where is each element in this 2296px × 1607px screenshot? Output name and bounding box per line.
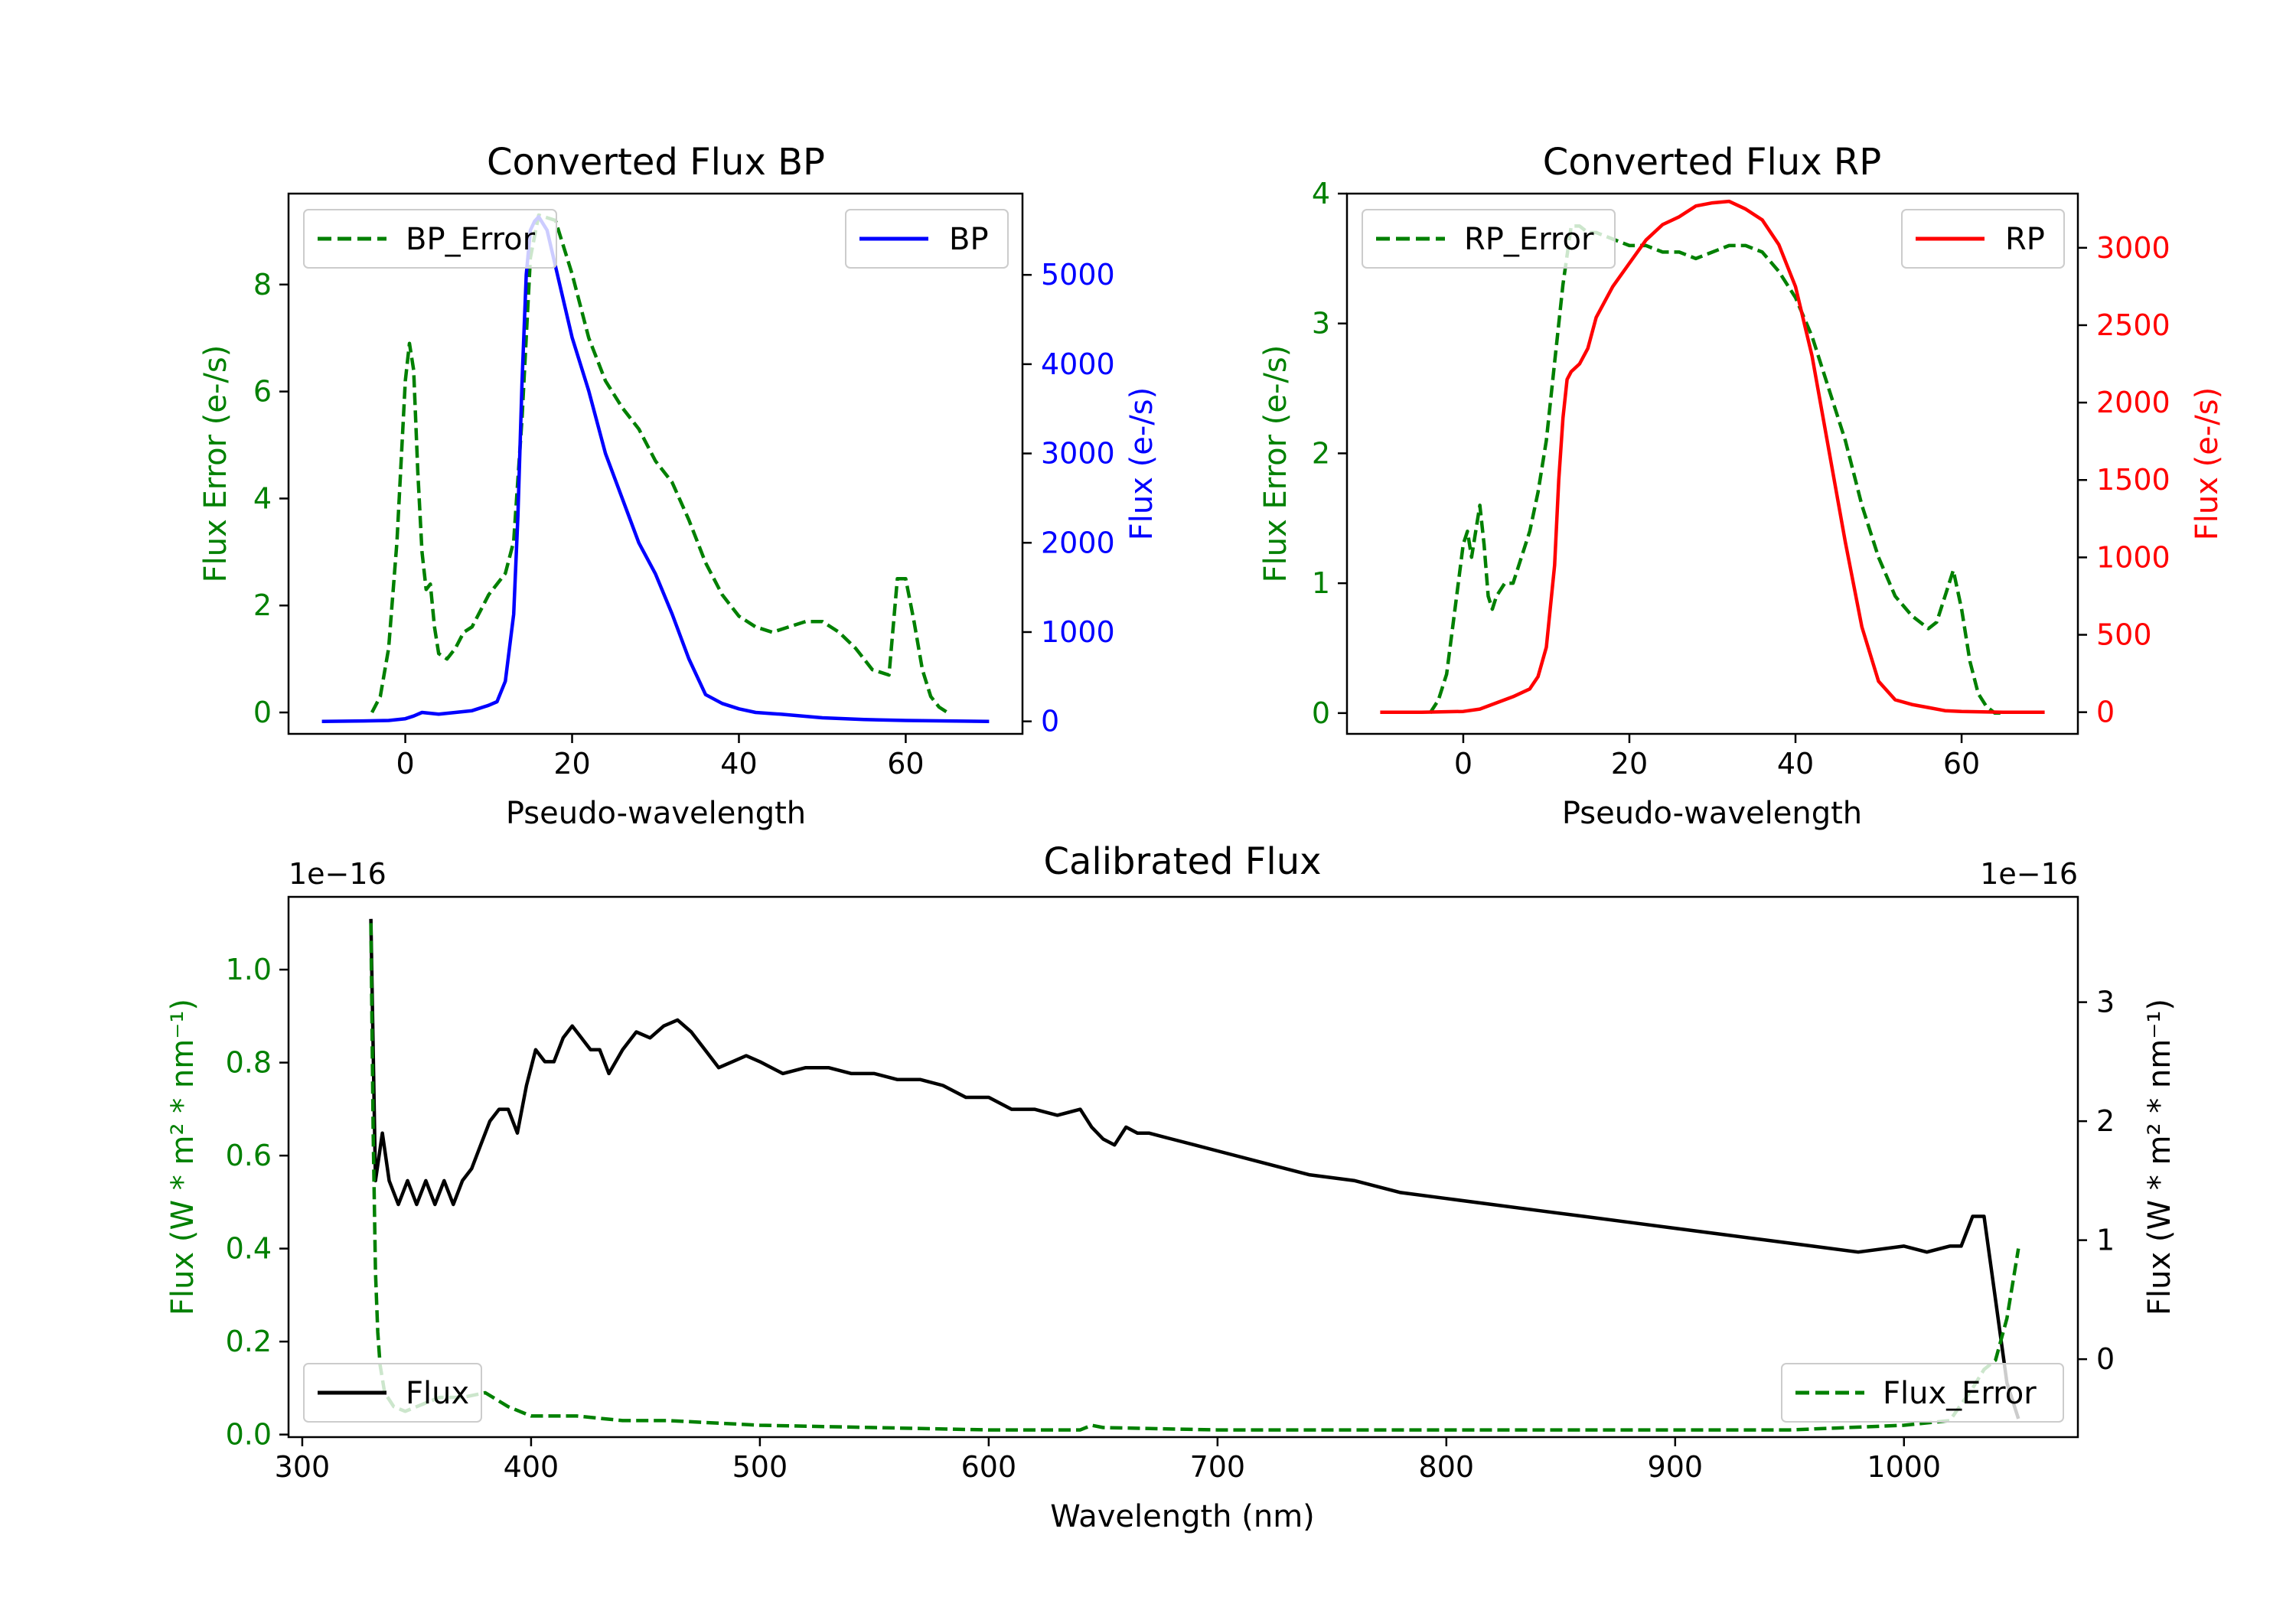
rp-xtick-label: 60 (1943, 747, 1980, 781)
bp-ylabel-right: Flux (e-/s) (1124, 387, 1159, 540)
calibrated-ylabel-right: Flux (W * m² * nm⁻¹) (2142, 999, 2177, 1315)
rp-legend-left-label: RP_Error (1464, 222, 1594, 257)
rp-xtick-label: 20 (1611, 747, 1648, 781)
rp-xlabel: Pseudo-wavelength (1562, 796, 1862, 831)
bp-series-bp-error (370, 213, 949, 714)
calibrated-ytick-left-label: 0.8 (226, 1046, 272, 1080)
rp-ytick-right-label: 0 (2096, 696, 2115, 729)
calibrated-legend-right-label: Flux_Error (1883, 1376, 2037, 1411)
calibrated-xtick-label: 300 (275, 1450, 331, 1484)
bp-ytick-right-label: 3000 (1041, 437, 1115, 471)
rp-panel: Converted Flux RP Pseudo-wavelength Flux… (1258, 141, 2225, 831)
bp-ytick-right-label: 1000 (1041, 615, 1115, 649)
rp-ylabel-right: Flux (e-/s) (2190, 387, 2225, 540)
calibrated-legend-left: Flux (303, 1363, 482, 1423)
calibrated-panel: Calibrated Flux 1e−16 1e−16 Wavelength (… (165, 840, 2177, 1534)
bp-xtick-label: 40 (720, 747, 757, 781)
calibrated-offset-right: 1e−16 (1980, 857, 2078, 891)
rp-ytick-right-label: 2000 (2096, 386, 2170, 419)
bp-legend-right: BP (845, 209, 1009, 269)
bp-series-bp (321, 215, 990, 723)
rp-series-rp (1380, 199, 2045, 714)
calibrated-xtick-label: 500 (732, 1450, 788, 1484)
calibrated-ytick-right-label: 1 (2096, 1224, 2115, 1257)
rp-legend-left-box (1362, 209, 1616, 269)
calibrated-xtick-label: 900 (1648, 1450, 1704, 1484)
rp-plot-area (1380, 199, 2045, 715)
rp-legend-right: RP (1901, 209, 2065, 269)
rp-legend-right-label: RP (2005, 222, 2045, 257)
calibrated-xtick-label: 1000 (1867, 1450, 1941, 1484)
rp-ytick-right-label: 1500 (2096, 463, 2170, 497)
calibrated-ytick-left-label: 1.0 (226, 953, 272, 986)
calibrated-ticks: 300 400 500 600 700 800 900 1000 0.0 0.2 0.4 0.6 0.8… (226, 953, 2115, 1484)
calibrated-title: Calibrated Flux (1043, 840, 1321, 883)
rp-ytick-left-label: 2 (1312, 436, 1330, 470)
bp-legend-right-label: BP (949, 222, 989, 257)
rp-ytick-left-label: 3 (1312, 307, 1330, 341)
bp-ytick-left-label: 2 (253, 588, 272, 622)
bp-ytick-left-label: 4 (253, 481, 272, 515)
bp-ytick-left-label: 8 (253, 268, 272, 302)
calibrated-frame (287, 895, 2079, 1439)
rp-ytick-left-label: 1 (1312, 566, 1330, 600)
bp-ytick-left-label: 6 (253, 375, 272, 409)
rp-title: Converted Flux RP (1543, 141, 1881, 184)
calibrated-legend-right: Flux_Error (1781, 1363, 2064, 1423)
bp-xtick-label: 0 (396, 747, 414, 781)
calibrated-ytick-left-label: 0.2 (226, 1325, 272, 1358)
calibrated-plot-area (369, 918, 2020, 1432)
calibrated-xlabel: Wavelength (nm) (1050, 1499, 1315, 1534)
rp-ytick-left-label: 0 (1312, 696, 1330, 730)
rp-ytick-right-label: 1000 (2096, 540, 2170, 574)
rp-ytick-right-label: 3000 (2096, 231, 2170, 265)
calibrated-series-flux (369, 918, 2020, 1420)
rp-xtick-label: 40 (1777, 747, 1814, 781)
calibrated-legend-left-box (303, 1363, 482, 1423)
rp-series-rp-error (1428, 224, 2004, 715)
calibrated-ytick-left-label: 0.4 (226, 1232, 272, 1266)
calibrated-offset-left: 1e−16 (289, 857, 386, 891)
bp-legend-left-label: BP_Error (406, 222, 536, 257)
bp-ytick-right-label: 2000 (1041, 526, 1115, 559)
rp-ytick-left-label: 4 (1312, 177, 1330, 210)
bp-legend-left-box (303, 209, 557, 269)
bp-xlabel: Pseudo-wavelength (506, 796, 806, 831)
bp-ytick-right-label: 5000 (1041, 258, 1115, 292)
bp-ytick-right-label: 4000 (1041, 347, 1115, 381)
rp-xtick-label: 0 (1454, 747, 1473, 781)
calibrated-ytick-right-label: 0 (2096, 1342, 2115, 1376)
calibrated-xtick-label: 400 (504, 1450, 559, 1484)
calibrated-legend-left-label: Flux (406, 1376, 469, 1411)
bp-ticks: 0 20 40 60 0 2 4 6 8 0 1000 2000 3000 4000 5000 (253, 258, 1115, 781)
bp-plot-area (321, 213, 990, 723)
calibrated-ytick-right-label: 3 (2096, 986, 2115, 1019)
rp-ylabel-left: Flux Error (e-/s) (1258, 345, 1293, 583)
bp-xtick-label: 60 (887, 747, 924, 781)
bp-title: Converted Flux BP (487, 141, 825, 184)
bp-frame (287, 192, 1024, 735)
calibrated-xtick-label: 800 (1419, 1450, 1475, 1484)
calibrated-xtick-label: 600 (961, 1450, 1017, 1484)
bp-ylabel-left: Flux Error (e-/s) (198, 345, 233, 583)
bp-panel: Converted Flux BP Pseudo-wavelength Flux… (198, 141, 1159, 831)
rp-legend-left: RP_Error (1362, 209, 1616, 269)
bp-ytick-left-label: 0 (253, 696, 272, 729)
calibrated-legend-right-box (1781, 1363, 2064, 1423)
calibrated-xtick-label: 700 (1190, 1450, 1246, 1484)
bp-xtick-label: 20 (553, 747, 590, 781)
bp-legend-left: BP_Error (303, 209, 557, 269)
calibrated-ylabel-left: Flux (W * m² * nm⁻¹) (165, 999, 201, 1315)
calibrated-ytick-left-label: 0.6 (226, 1139, 272, 1172)
rp-ytick-right-label: 500 (2096, 618, 2152, 652)
calibrated-series-flux-error (369, 923, 2020, 1432)
bp-ytick-right-label: 0 (1041, 705, 1059, 738)
rp-ytick-right-label: 2500 (2096, 308, 2170, 342)
calibrated-ytick-right-label: 2 (2096, 1104, 2115, 1138)
rp-frame (1345, 192, 2079, 735)
calibrated-ytick-left-label: 0.0 (226, 1418, 272, 1452)
